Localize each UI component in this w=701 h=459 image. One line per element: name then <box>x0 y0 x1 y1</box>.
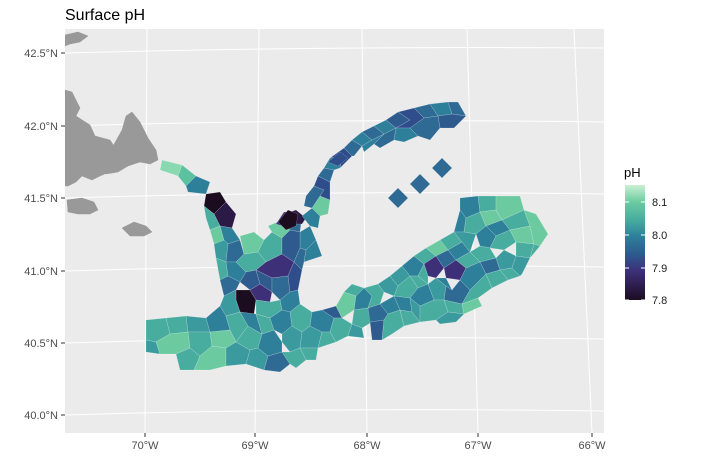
legend-label: 8.1 <box>652 197 667 209</box>
ph-region <box>301 207 321 229</box>
parallel-41-0n <box>65 265 604 272</box>
meridian-68w <box>361 29 368 433</box>
parallel-40-0n <box>65 409 604 416</box>
ph-regions <box>145 101 549 373</box>
ph-region <box>387 187 409 209</box>
land-nantucket <box>121 221 153 237</box>
x-tick-label: 68°W <box>353 440 381 452</box>
ph-region <box>343 139 363 157</box>
ph-region <box>327 151 349 167</box>
ph-region <box>277 209 299 231</box>
x-axis: 70°W 69°W 68°W 67°W 66°W <box>131 433 606 452</box>
x-tick-label: 66°W <box>578 440 606 452</box>
ph-region <box>299 347 319 361</box>
ph-region <box>477 195 497 213</box>
color-legend: pH 8.1 8.0 7.9 7.8 <box>624 165 667 307</box>
y-tick-label: 42.5°N <box>24 48 58 60</box>
land-cape-cod <box>99 111 159 175</box>
y-tick-label: 40.5°N <box>24 338 58 350</box>
ph-region <box>303 239 323 263</box>
x-tick-label: 69°W <box>241 440 269 452</box>
meridian-66w <box>573 29 593 433</box>
y-tick-label: 41.0°N <box>24 266 58 278</box>
land-top-left <box>65 31 89 47</box>
meridian-69w <box>254 29 260 433</box>
y-tick-label: 40.0°N <box>24 410 58 422</box>
ph-region <box>469 245 497 263</box>
ph-region <box>185 175 211 195</box>
ph-region <box>347 323 365 339</box>
ph-region <box>361 133 385 153</box>
y-axis: 42.5°N 42.0°N 41.5°N 41.0°N 40.5°N 40.0°… <box>24 48 65 422</box>
ph-region <box>417 263 429 285</box>
legend-label: 8.0 <box>652 230 667 242</box>
ph-region <box>351 307 373 329</box>
legend-title: pH <box>624 165 641 180</box>
land-marthas-vineyard <box>66 197 99 215</box>
map-title: Surface pH <box>65 7 145 24</box>
ph-region <box>431 157 453 179</box>
ph-region <box>423 255 445 279</box>
ph-region <box>435 311 465 325</box>
y-tick-label: 42.0°N <box>24 121 58 133</box>
ph-region <box>461 273 493 305</box>
x-tick-label: 70°W <box>131 440 159 452</box>
parallel-42-5n <box>65 47 604 54</box>
ph-region <box>453 231 477 253</box>
ph-region <box>511 255 531 277</box>
parallel-41-5n <box>65 192 604 199</box>
ph-region <box>461 297 483 315</box>
land-masses <box>65 31 159 237</box>
ph-region <box>489 229 517 251</box>
legend-label: 7.9 <box>652 263 667 275</box>
y-tick-label: 41.5°N <box>24 193 58 205</box>
ph-region <box>529 243 541 259</box>
legend-label: 7.8 <box>652 295 667 307</box>
ph-region <box>287 261 303 293</box>
ph-region <box>165 315 189 335</box>
ph-region <box>409 173 431 195</box>
x-tick-label: 67°W <box>464 440 492 452</box>
ph-region <box>219 275 241 297</box>
legend-colorbar <box>625 185 645 300</box>
ph-region <box>393 127 419 143</box>
ph-region <box>369 319 385 341</box>
